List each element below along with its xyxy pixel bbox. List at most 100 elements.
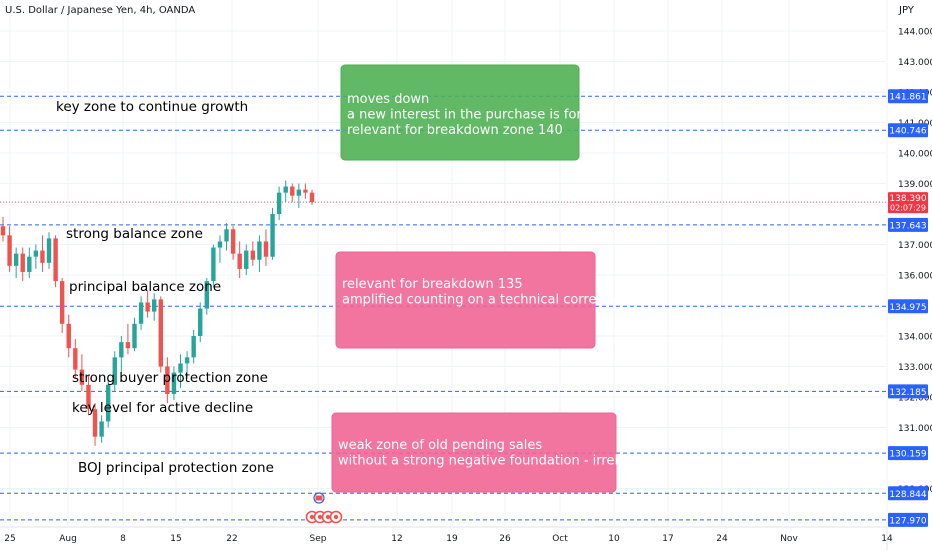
level-label-bg bbox=[888, 299, 928, 314]
candle-body bbox=[178, 363, 183, 373]
candle bbox=[66, 314, 71, 358]
y-tick-label: 143.000 bbox=[898, 58, 932, 68]
level-label-bg bbox=[888, 486, 928, 501]
candle-body bbox=[86, 384, 91, 410]
zone-label: key level for active decline bbox=[72, 400, 253, 416]
price-axis: 144.000143.000142.000141.000140.000139.0… bbox=[888, 28, 932, 527]
candle-body bbox=[20, 253, 25, 272]
countdown-label: 02:07:29 bbox=[890, 204, 926, 213]
candle bbox=[79, 354, 85, 391]
candle-body bbox=[303, 189, 308, 193]
x-tick-label: 17 bbox=[662, 534, 673, 544]
note-box[interactable] bbox=[331, 412, 617, 493]
zone-label: BOJ principal protection zone bbox=[78, 460, 274, 476]
note-box[interactable] bbox=[340, 64, 580, 161]
candle-body bbox=[204, 281, 210, 309]
candle bbox=[125, 323, 131, 355]
level-label: 132.185 bbox=[889, 388, 926, 398]
symbol-title: U.S. Dollar / Japanese Yen, 4h, OANDA bbox=[5, 5, 196, 16]
candle bbox=[198, 302, 203, 343]
candle-body bbox=[92, 409, 98, 437]
candle bbox=[276, 186, 282, 221]
candle bbox=[152, 293, 157, 321]
event-icon-dot bbox=[325, 514, 331, 520]
y-tick-label: 137.000 bbox=[898, 241, 932, 251]
candle-body bbox=[211, 247, 216, 282]
candle bbox=[53, 235, 58, 288]
candle bbox=[217, 235, 223, 263]
events-layer bbox=[305, 492, 343, 524]
candle bbox=[105, 378, 111, 428]
candle bbox=[132, 317, 137, 352]
candle bbox=[204, 278, 210, 315]
x-tick-label: 25 bbox=[4, 534, 15, 544]
candle-body bbox=[158, 299, 163, 367]
level-label: 128.844 bbox=[889, 490, 926, 500]
y-tick-label: 144.000 bbox=[898, 28, 932, 38]
candle-body bbox=[59, 281, 65, 324]
x-tick-label: 22 bbox=[226, 534, 237, 544]
level-label-bg bbox=[888, 384, 928, 399]
event-flag-mark bbox=[315, 495, 323, 501]
y-tick-label: 140.000 bbox=[898, 150, 932, 160]
candle bbox=[263, 229, 269, 266]
candle-layer bbox=[0, 180, 315, 446]
zone-label: strong balance zone bbox=[66, 226, 203, 242]
candle-body bbox=[184, 357, 190, 364]
y-tick-label: 131.000 bbox=[898, 424, 932, 434]
candle bbox=[119, 336, 124, 373]
candle bbox=[158, 296, 163, 373]
candle bbox=[145, 290, 150, 318]
level-label-bg bbox=[888, 217, 928, 232]
candle-body bbox=[33, 250, 39, 257]
candle-body bbox=[191, 336, 196, 358]
candle-body bbox=[165, 366, 170, 394]
candle-body bbox=[198, 308, 203, 336]
candle-body bbox=[125, 342, 131, 349]
x-tick-label: Nov bbox=[780, 534, 798, 544]
candle-body bbox=[13, 253, 19, 266]
candle bbox=[138, 296, 144, 330]
note-box[interactable] bbox=[335, 251, 596, 349]
candle bbox=[59, 278, 65, 333]
level-label-bg bbox=[888, 512, 928, 527]
candle bbox=[230, 226, 236, 260]
level-label-bg bbox=[888, 123, 928, 138]
candle bbox=[86, 375, 91, 416]
event-flag-icon[interactable] bbox=[313, 492, 325, 504]
candle-body bbox=[112, 357, 117, 385]
level-label-bg bbox=[888, 89, 928, 104]
candle bbox=[7, 226, 12, 272]
candle bbox=[0, 217, 6, 242]
candle bbox=[178, 354, 183, 388]
x-tick-label: 19 bbox=[446, 534, 458, 544]
candle-body bbox=[27, 256, 32, 272]
candle bbox=[99, 415, 104, 443]
event-icon[interactable] bbox=[329, 510, 343, 524]
zone-label: key zone to continue growth bbox=[56, 99, 248, 115]
x-tick-label: 24 bbox=[716, 534, 728, 544]
x-tick-label: 10 bbox=[608, 534, 620, 544]
level-label: 134.975 bbox=[889, 303, 926, 313]
candle-body bbox=[79, 369, 85, 385]
candle bbox=[296, 183, 302, 208]
candle-body bbox=[296, 189, 302, 196]
candle bbox=[257, 235, 262, 272]
candle bbox=[46, 232, 52, 269]
candle-body bbox=[309, 192, 315, 203]
candle bbox=[73, 339, 78, 379]
y-tick-label: 132.000 bbox=[898, 394, 932, 404]
candle-body bbox=[171, 372, 177, 394]
candle-body bbox=[270, 214, 275, 257]
x-tick-label: Oct bbox=[552, 534, 568, 544]
candle bbox=[112, 351, 117, 391]
zone-label: principal balance zone bbox=[69, 279, 221, 295]
note-text: amplified counting on a technical correc… bbox=[342, 293, 629, 308]
candle-body bbox=[66, 323, 71, 349]
candle bbox=[184, 351, 190, 379]
candle bbox=[13, 247, 19, 279]
candle-body bbox=[224, 229, 229, 242]
